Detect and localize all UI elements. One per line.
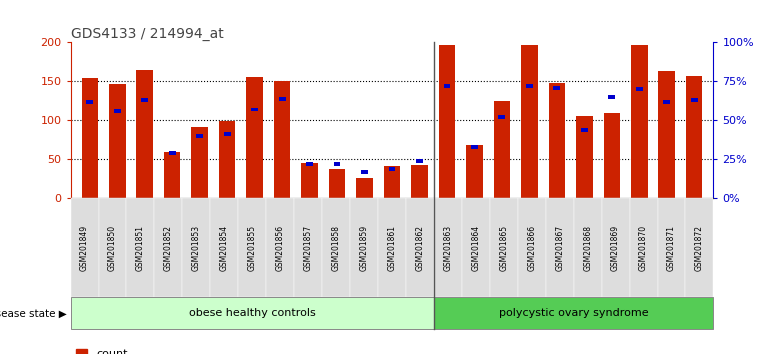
- Text: GSM201851: GSM201851: [136, 225, 145, 271]
- Legend: count, percentile rank within the sample: count, percentile rank within the sample: [76, 349, 284, 354]
- Bar: [86, 100, 93, 104]
- Text: GSM201872: GSM201872: [695, 225, 704, 271]
- Bar: [219, 121, 235, 198]
- Bar: [659, 71, 675, 198]
- Text: GSM201852: GSM201852: [164, 225, 173, 271]
- Bar: [328, 169, 345, 198]
- Text: GSM201863: GSM201863: [444, 225, 452, 271]
- Bar: [164, 152, 180, 198]
- Bar: [691, 98, 698, 102]
- Text: GSM201853: GSM201853: [192, 225, 201, 271]
- Bar: [136, 70, 153, 198]
- Text: GSM201854: GSM201854: [220, 225, 229, 271]
- Text: GSM201870: GSM201870: [639, 225, 648, 271]
- Text: GSM201859: GSM201859: [360, 225, 368, 271]
- Text: GSM201869: GSM201869: [611, 225, 620, 271]
- Bar: [306, 162, 313, 166]
- Bar: [82, 78, 98, 198]
- Text: GSM201861: GSM201861: [387, 225, 397, 271]
- Bar: [494, 101, 510, 198]
- Text: polycystic ovary syndrome: polycystic ovary syndrome: [499, 308, 648, 318]
- Text: disease state ▶: disease state ▶: [0, 308, 67, 318]
- Bar: [334, 162, 340, 166]
- Text: GSM201850: GSM201850: [108, 225, 117, 271]
- Bar: [169, 151, 176, 155]
- Bar: [608, 95, 615, 99]
- Bar: [631, 45, 648, 198]
- Text: GSM201857: GSM201857: [303, 225, 313, 271]
- Bar: [356, 178, 372, 198]
- Bar: [499, 115, 506, 119]
- Bar: [361, 170, 368, 174]
- Bar: [663, 100, 670, 104]
- Bar: [521, 45, 538, 198]
- Bar: [383, 166, 401, 198]
- Bar: [274, 81, 290, 198]
- Text: GSM201868: GSM201868: [583, 225, 592, 271]
- Bar: [301, 163, 318, 198]
- Bar: [114, 109, 121, 113]
- Bar: [109, 84, 125, 198]
- Text: GDS4133 / 214994_at: GDS4133 / 214994_at: [71, 28, 223, 41]
- Bar: [686, 76, 702, 198]
- Bar: [251, 108, 258, 112]
- Text: GSM201856: GSM201856: [276, 225, 285, 271]
- Bar: [439, 45, 456, 198]
- Bar: [554, 86, 561, 90]
- Bar: [191, 127, 208, 198]
- Text: GSM201871: GSM201871: [667, 225, 676, 271]
- Bar: [526, 84, 533, 88]
- Bar: [444, 84, 450, 88]
- Bar: [604, 113, 620, 198]
- Bar: [549, 83, 565, 198]
- Bar: [466, 145, 483, 198]
- Bar: [196, 134, 203, 138]
- Bar: [223, 132, 230, 136]
- Bar: [246, 77, 263, 198]
- Bar: [141, 98, 148, 102]
- Text: GSM201858: GSM201858: [332, 225, 340, 271]
- Text: GSM201865: GSM201865: [499, 225, 508, 271]
- Text: GSM201866: GSM201866: [528, 225, 536, 271]
- Text: GSM201849: GSM201849: [80, 225, 89, 271]
- Bar: [471, 145, 478, 149]
- Bar: [412, 165, 428, 198]
- Text: GSM201864: GSM201864: [471, 225, 481, 271]
- Text: GSM201855: GSM201855: [248, 225, 256, 271]
- Bar: [581, 128, 588, 132]
- Bar: [416, 159, 423, 163]
- Bar: [278, 97, 285, 101]
- Text: obese healthy controls: obese healthy controls: [189, 308, 316, 318]
- Bar: [576, 116, 593, 198]
- Bar: [636, 87, 643, 91]
- Bar: [389, 167, 395, 171]
- Text: GSM201862: GSM201862: [416, 225, 424, 271]
- Text: GSM201867: GSM201867: [555, 225, 564, 271]
